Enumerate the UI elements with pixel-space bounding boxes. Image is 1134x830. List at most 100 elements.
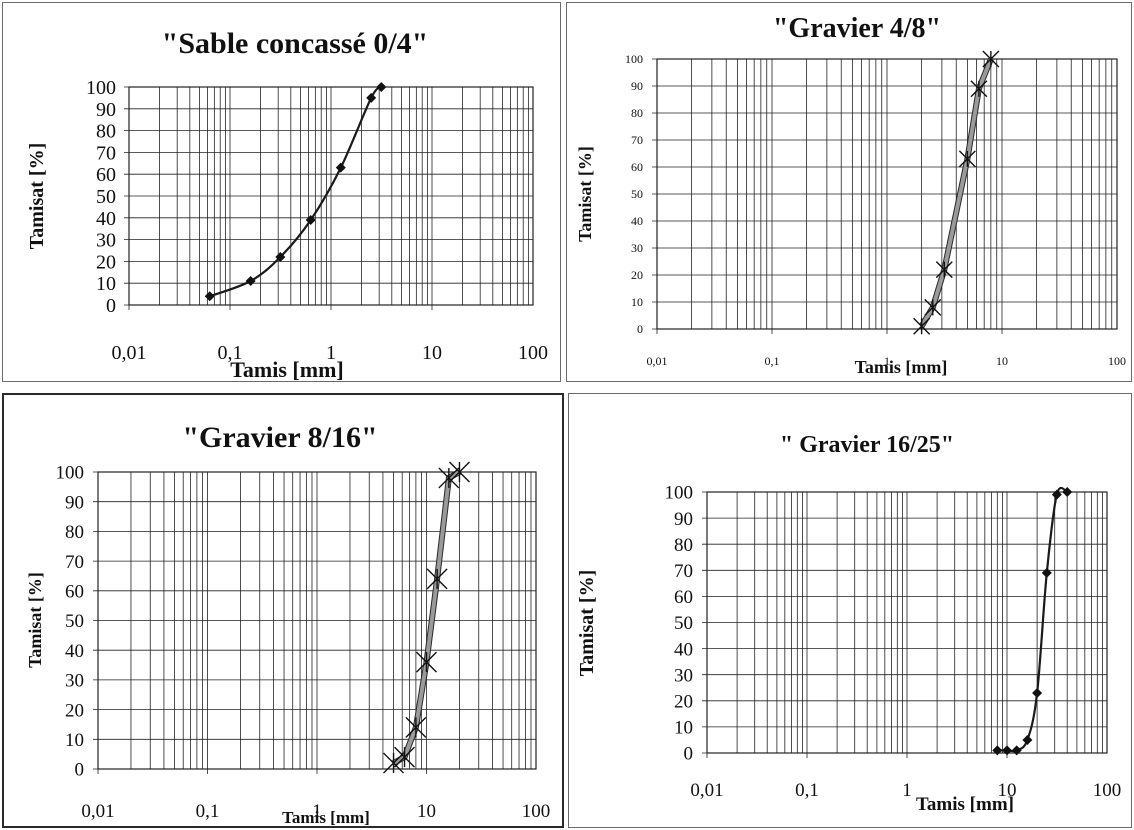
y-tick-label: 100 (86, 77, 116, 99)
x-tick-label: 100 (1093, 780, 1122, 801)
data-point (958, 150, 976, 168)
y-tick-label: 60 (674, 587, 693, 608)
data-point (1011, 745, 1022, 756)
data-point (305, 214, 316, 225)
x-tick-label: 0,01 (647, 354, 668, 368)
x-tick-label: 100 (518, 342, 548, 364)
y-tick-label: 0 (75, 760, 85, 781)
y-tick-label: 50 (631, 187, 643, 201)
x-axis-label: Tamis [mm] (282, 808, 370, 827)
data-point (376, 82, 387, 92)
y-tick-label: 20 (674, 691, 693, 712)
y-tick-label: 50 (674, 613, 693, 634)
y-tick-label: 20 (96, 251, 116, 273)
data-point (1032, 687, 1043, 698)
y-tick-label: 100 (625, 52, 643, 66)
x-tick-label: 0,1 (795, 780, 819, 801)
y-tick-label: 10 (96, 273, 116, 295)
y-tick-label: 40 (96, 208, 116, 230)
y-tick-label: 70 (96, 142, 116, 164)
data-point (448, 461, 470, 483)
x-tick-label: 0,1 (196, 801, 220, 822)
data-point (1051, 489, 1062, 500)
series-line (919, 58, 993, 328)
y-axis-label: Tamisat [%] (575, 146, 595, 242)
y-tick-label: 80 (65, 522, 84, 543)
y-tick-label: 90 (674, 509, 693, 530)
data-point (438, 467, 460, 489)
x-tick-label: 0,01 (81, 801, 114, 822)
grid (93, 471, 537, 774)
chart-svg-gravier-8-16: "Gravier 8/16" 0 10 20 30 40 50 60 70 80 90 100 0,01… (25, 421, 551, 827)
y-tick-label: 0 (106, 295, 116, 317)
data-point (913, 317, 931, 335)
data-point (394, 746, 416, 768)
chart-panel-gravier-4-8: "Gravier 4/8" 0 10 20 30 40 50 60 70 80 90 100 0,01 0… (566, 2, 1132, 382)
x-tick-label: 1 (884, 354, 890, 368)
y-axis-label: Tamisat [%] (25, 572, 45, 668)
series-line (209, 86, 383, 298)
chart-panel-gravier-16-25: " Gravier 16/25" 0 10 20 30 40 50 60 70 80 90 100 0,… (568, 393, 1132, 828)
data-point (335, 162, 346, 173)
x-tick-label: 10 (996, 354, 1008, 368)
chart-svg-gravier-4-8: "Gravier 4/8" 0 10 20 30 40 50 60 70 80 90 100 0,01 0… (575, 13, 1126, 377)
grid (124, 86, 534, 310)
x-axis-label: Tamis [mm] (230, 357, 343, 382)
chart-title: "Gravier 8/16" (182, 421, 377, 454)
y-tick-label: 0 (684, 744, 694, 765)
y-tick-label: 20 (631, 268, 643, 282)
series-line (997, 486, 1068, 753)
y-tick-label: 60 (65, 581, 84, 602)
y-tick-label: 40 (674, 639, 693, 660)
x-tick-label: 0,1 (218, 342, 243, 364)
data-point (982, 50, 1000, 68)
y-tick-label: 70 (65, 552, 84, 573)
y-tick-label: 80 (96, 121, 116, 143)
y-tick-label: 10 (674, 718, 693, 739)
chart-panel-sable-0-4: "Sable concassé 0/4" 0 10 20 30 40 50 60 70 80 90 1… (2, 2, 561, 382)
chart-title: "Sable concassé 0/4" (162, 27, 429, 60)
data-point (405, 716, 427, 738)
y-tick-label: 0 (637, 322, 643, 336)
y-tick-label: 50 (96, 186, 116, 208)
x-tick-label: 1 (326, 342, 336, 364)
x-tick-label: 100 (1108, 354, 1126, 368)
chart-panel-gravier-8-16: "Gravier 8/16" 0 10 20 30 40 50 60 70 80 90 100 0,01… (2, 393, 564, 828)
x-tick-label: 10 (422, 342, 442, 364)
x-tick-label: 100 (522, 801, 551, 822)
chart-title: "Gravier 4/8" (773, 13, 941, 44)
y-axis-label: Tamisat [%] (26, 143, 48, 249)
x-tick-label: 10 (417, 801, 436, 822)
x-axis-label: Tamis [mm] (855, 357, 948, 377)
y-tick-label: 10 (631, 295, 643, 309)
y-axis-label: Tamisat [%] (576, 570, 598, 676)
data-point (1062, 487, 1073, 497)
data-point (245, 276, 256, 287)
y-tick-label: 70 (674, 561, 693, 582)
y-tick-label: 30 (96, 230, 116, 252)
y-tick-label: 70 (631, 133, 643, 147)
data-point (416, 651, 437, 673)
data-point (1041, 567, 1052, 578)
x-tick-label: 0,01 (690, 780, 723, 801)
y-tick-label: 60 (631, 160, 643, 174)
data-point (275, 252, 286, 263)
y-tick-label: 60 (96, 164, 116, 186)
x-axis-label: Tamis [mm] (916, 794, 1014, 815)
data-point (383, 752, 405, 774)
y-tick-label: 30 (65, 671, 84, 692)
data-point (935, 261, 953, 279)
chart-svg-gravier-16-25: " Gravier 16/25" 0 10 20 30 40 50 60 70 80 90 100 0,… (576, 432, 1122, 815)
y-tick-label: 100 (56, 463, 85, 484)
y-tick-label: 80 (631, 106, 643, 120)
x-tick-label: 1 (902, 780, 912, 801)
y-tick-label: 40 (631, 214, 643, 228)
y-tick-label: 90 (96, 99, 116, 121)
grid (652, 58, 1118, 334)
data-point (924, 298, 942, 316)
chart-title: " Gravier 16/25" (780, 432, 954, 458)
data-point (1002, 745, 1012, 756)
y-tick-label: 90 (65, 492, 84, 513)
y-tick-label: 10 (65, 730, 84, 751)
data-point (970, 80, 988, 98)
